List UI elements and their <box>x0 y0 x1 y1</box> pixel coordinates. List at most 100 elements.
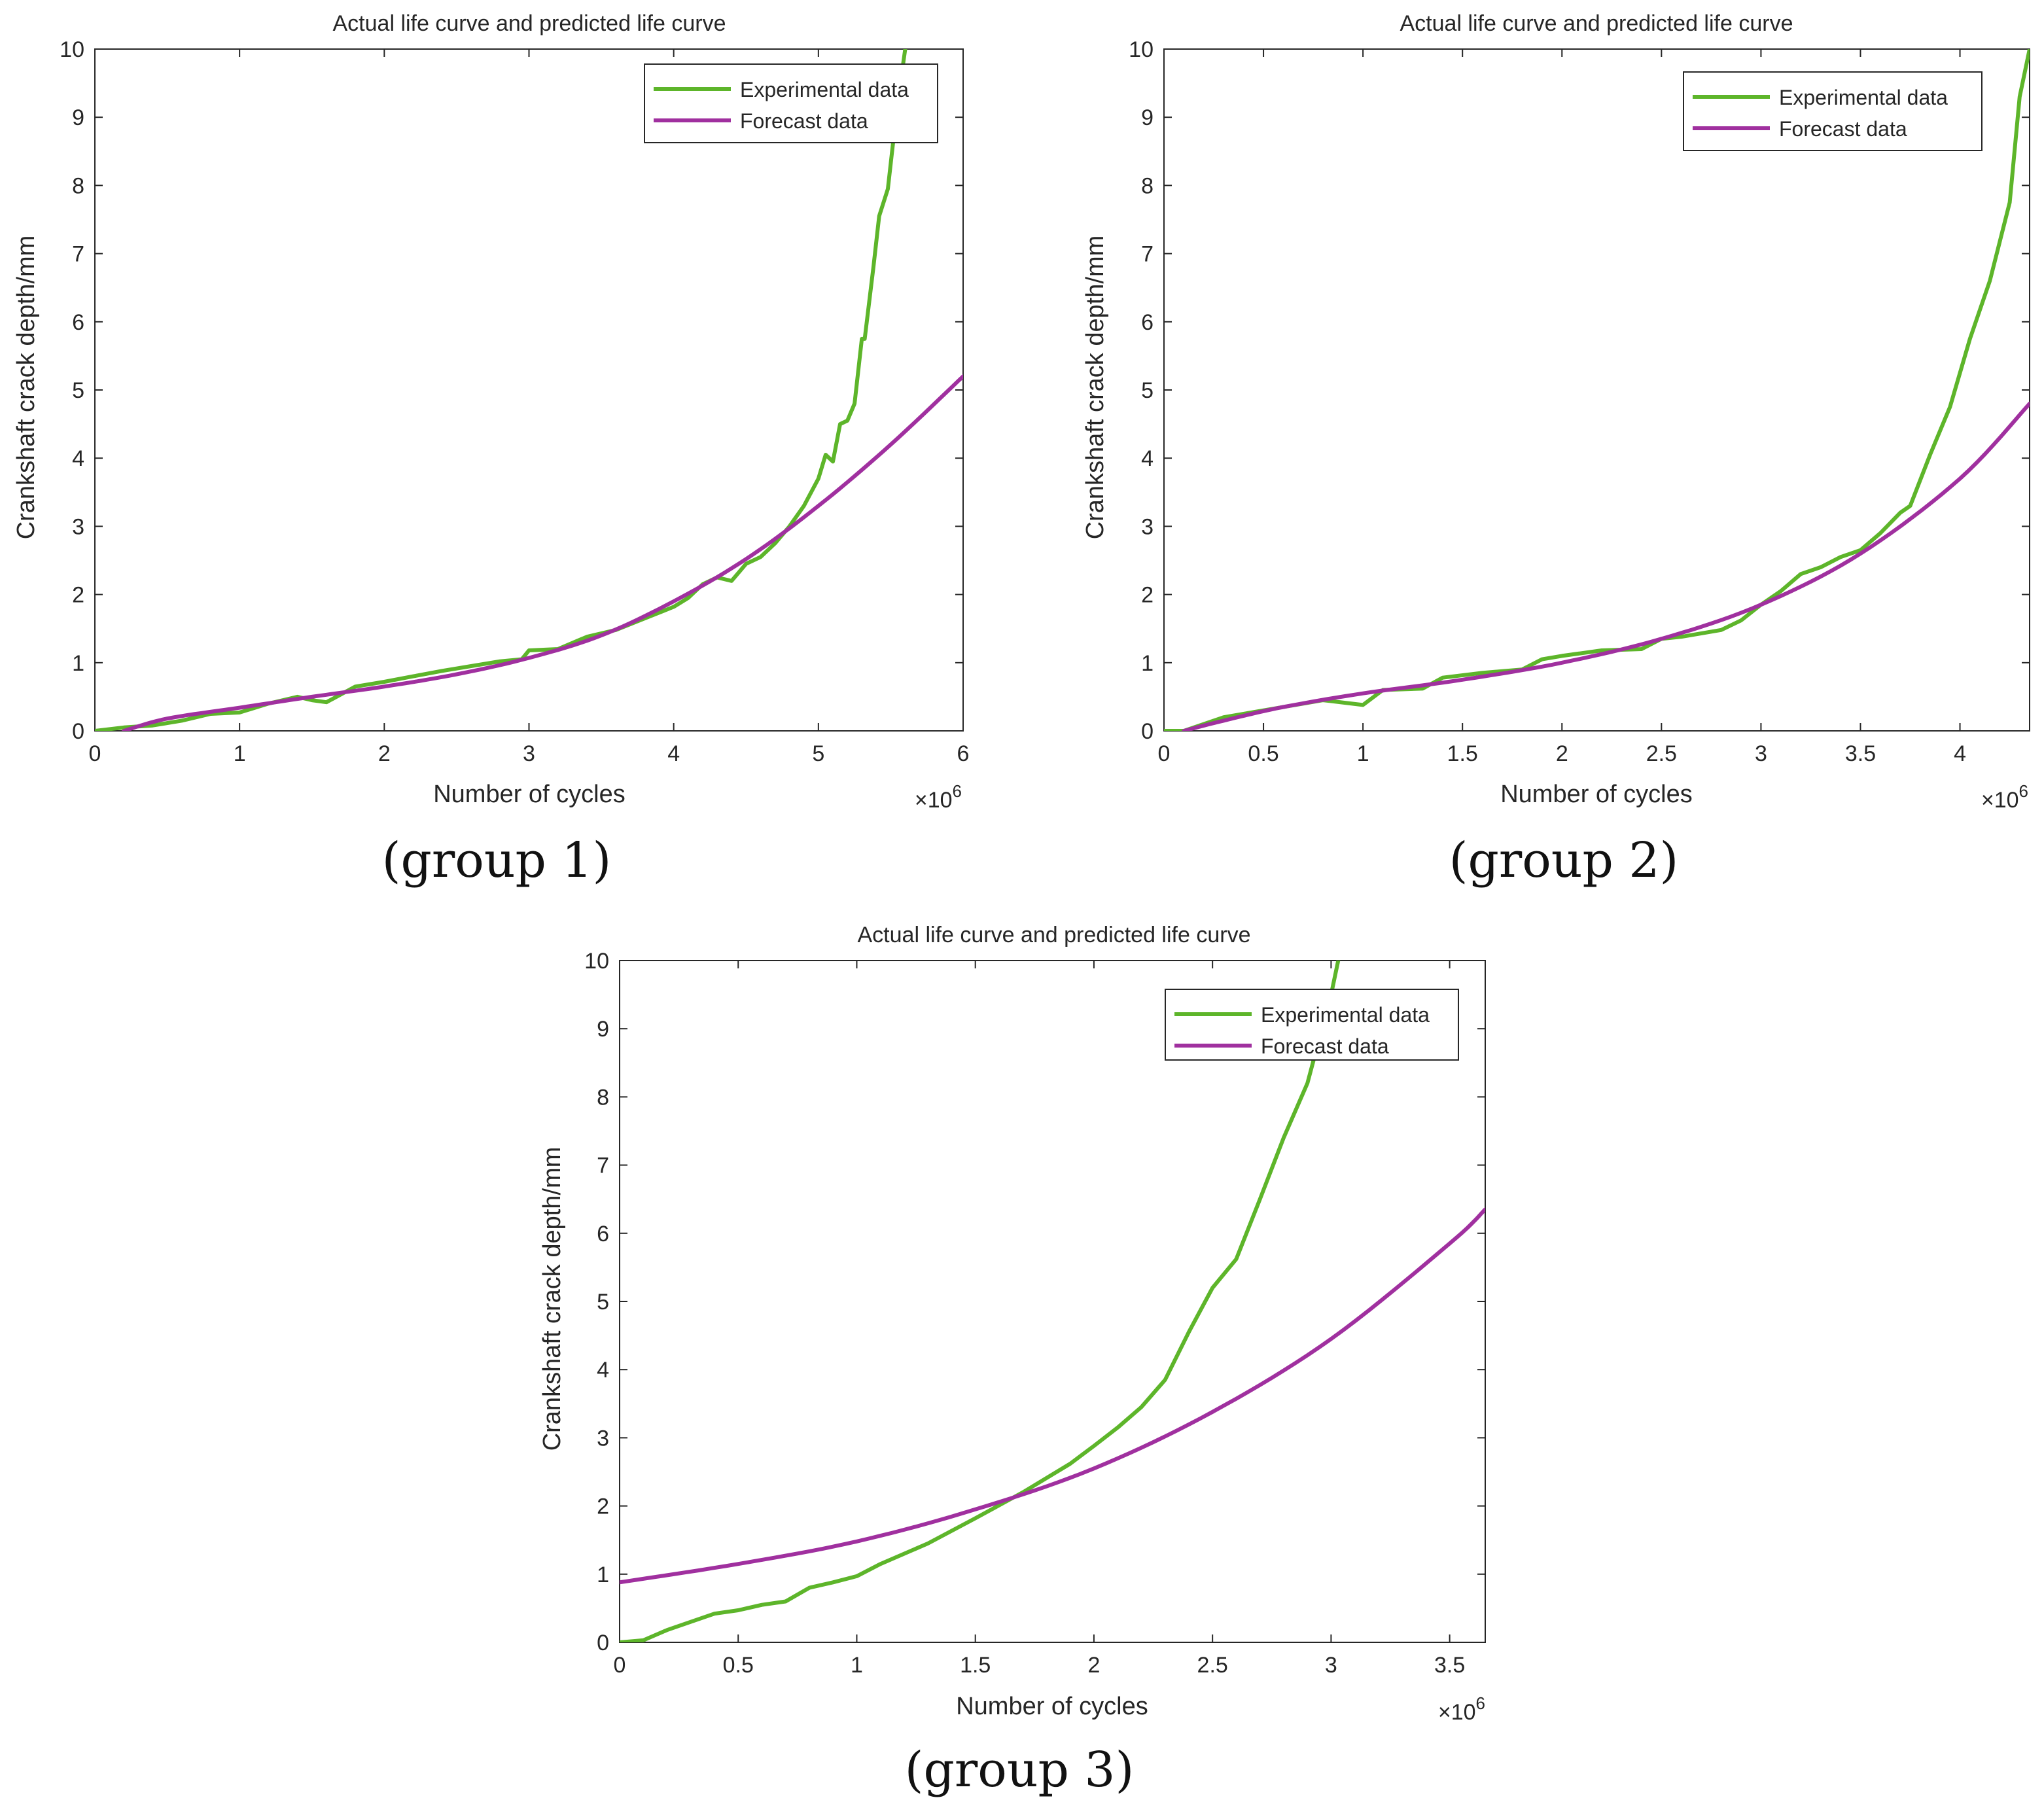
legend-box <box>1683 71 1982 151</box>
x-tick-label: 1.5 <box>1447 741 1478 766</box>
y-axis-label: Crankshaft crack depth/mm <box>1082 236 1109 540</box>
x-tick-label: 0 <box>89 741 101 766</box>
y-tick-label: 0 <box>597 1631 609 1655</box>
x-axis-exponent: ×106 <box>1438 1693 1485 1725</box>
x-tick-label: 2 <box>1087 1653 1100 1678</box>
x-tick-label: 5 <box>812 741 824 766</box>
x-tick-label: 3 <box>1755 741 1767 766</box>
x-tick-label: 0 <box>614 1653 626 1678</box>
y-tick-label: 3 <box>72 514 84 539</box>
axes-box <box>619 960 1486 1643</box>
x-tick-label: 3.5 <box>1434 1653 1465 1678</box>
series-line-forecast <box>122 374 963 731</box>
legend-label: Forecast data <box>1779 117 1907 141</box>
panel-caption: (group 1) <box>382 832 612 889</box>
x-tick-label: 4 <box>1954 741 1966 766</box>
x-tick-label: 1 <box>1357 741 1369 766</box>
y-tick-label: 2 <box>597 1494 609 1519</box>
legend: Experimental data Forecast data <box>1165 989 1459 1061</box>
y-tick-label: 10 <box>584 949 609 974</box>
y-tick-label: 1 <box>1141 651 1154 676</box>
y-tick-label: 4 <box>1141 446 1154 471</box>
axes-box <box>1163 48 2030 732</box>
x-tick-label: 4 <box>667 741 680 766</box>
y-tick-label: 0 <box>72 719 84 744</box>
y-tick-label: 5 <box>72 378 84 403</box>
panel-caption: (group 3) <box>905 1742 1135 1798</box>
series-line-experimental <box>620 961 1341 1642</box>
x-tick-label: 2.5 <box>1646 741 1677 766</box>
y-tick-label: 9 <box>597 1017 609 1042</box>
series-line-forecast <box>620 1207 1485 1585</box>
x-tick-label: 3 <box>1325 1653 1337 1678</box>
x-tick-label: 3.5 <box>1845 741 1876 766</box>
y-tick-label: 4 <box>72 446 84 471</box>
x-axis-exponent: ×106 <box>1981 781 2028 813</box>
legend-label: Forecast data <box>1261 1034 1389 1058</box>
y-tick-label: 5 <box>597 1290 609 1315</box>
axes-box <box>94 48 964 732</box>
y-tick-label: 3 <box>597 1426 609 1451</box>
x-axis-label: Number of cycles <box>956 1693 1148 1720</box>
y-tick-label: 3 <box>1141 514 1154 539</box>
x-tick-label: 1 <box>234 741 246 766</box>
x-axis-exponent-power: 6 <box>1476 1693 1485 1713</box>
chart-panel-group-1: Actual life curve and predicted life cur… <box>12 11 969 889</box>
y-tick-label: 7 <box>1141 242 1154 267</box>
y-tick-label: 10 <box>1129 37 1154 62</box>
y-tick-label: 4 <box>597 1358 609 1383</box>
y-axis-label: Crankshaft crack depth/mm <box>538 1147 566 1451</box>
legend-label: Experimental data <box>1261 1003 1430 1027</box>
y-tick-label: 8 <box>1141 173 1154 198</box>
series-lines <box>620 961 1485 1642</box>
x-axis-exponent-base: ×10 <box>915 788 953 813</box>
y-tick-label: 9 <box>72 105 84 130</box>
x-tick-label: 2 <box>378 741 391 766</box>
y-tick-label: 7 <box>597 1154 609 1178</box>
plot-area: 0 1 2 3 4 5 6 0 1 2 3 4 5 6 7 8 9 10 Experimental data Fore… <box>60 37 969 766</box>
y-axis-label: Crankshaft crack depth/mm <box>12 236 40 540</box>
legend-label: Experimental data <box>1779 86 1948 109</box>
chart-title: Actual life curve and predicted life cur… <box>333 11 726 36</box>
legend: Experimental data Forecast data <box>644 63 938 143</box>
y-tick-label: 8 <box>72 173 84 198</box>
x-tick-label: 0 <box>1158 741 1171 766</box>
x-axis-exponent-base: ×10 <box>1438 1700 1476 1725</box>
x-tick-label: 2 <box>1556 741 1568 766</box>
x-tick-label: 0.5 <box>1248 741 1278 766</box>
x-axis-exponent: ×106 <box>915 781 962 813</box>
x-axis-label: Number of cycles <box>433 781 626 808</box>
y-tick-label: 1 <box>72 651 84 676</box>
series-line-forecast <box>1182 401 2030 731</box>
legend: Experimental data Forecast data <box>1683 71 1982 151</box>
y-tick-label: 7 <box>72 242 84 267</box>
legend-box <box>644 63 938 143</box>
panel-caption: (group 2) <box>1449 832 1679 889</box>
legend-label: Experimental data <box>740 78 909 101</box>
x-axis-exponent-power: 6 <box>953 781 962 801</box>
y-tick-label: 0 <box>1141 719 1154 744</box>
series-lines <box>1164 49 2030 731</box>
x-tick-label: 3 <box>523 741 535 766</box>
x-tick-label: 1.5 <box>960 1653 991 1678</box>
x-tick-label: 2.5 <box>1197 1653 1228 1678</box>
series-lines <box>95 49 963 731</box>
legend-label: Forecast data <box>740 109 868 133</box>
y-tick-label: 10 <box>60 37 84 62</box>
plot-area: 0 0.5 1 1.5 2 2.5 3 3.5 4 0 1 2 3 4 5 6 7 8 9 10 Experimenta… <box>1129 37 2030 766</box>
y-tick-label: 8 <box>597 1085 609 1110</box>
plot-area: 0 0.5 1 1.5 2 2.5 3 3.5 0 1 2 3 4 5 6 7 8 9 10 Experimental… <box>584 949 1486 1678</box>
y-tick-label: 6 <box>1141 310 1154 335</box>
x-tick-label: 6 <box>957 741 970 766</box>
x-axis-exponent-power: 6 <box>2019 781 2028 801</box>
chart-title: Actual life curve and predicted life cur… <box>858 923 1251 947</box>
x-tick-label: 1 <box>851 1653 863 1678</box>
y-tick-label: 2 <box>72 583 84 608</box>
y-tick-label: 6 <box>72 310 84 335</box>
y-tick-label: 2 <box>1141 583 1154 608</box>
x-axis-label: Number of cycles <box>1500 781 1693 808</box>
y-tick-label: 5 <box>1141 378 1154 403</box>
series-line-experimental <box>1164 49 2030 731</box>
x-axis-exponent-base: ×10 <box>1981 788 2019 813</box>
